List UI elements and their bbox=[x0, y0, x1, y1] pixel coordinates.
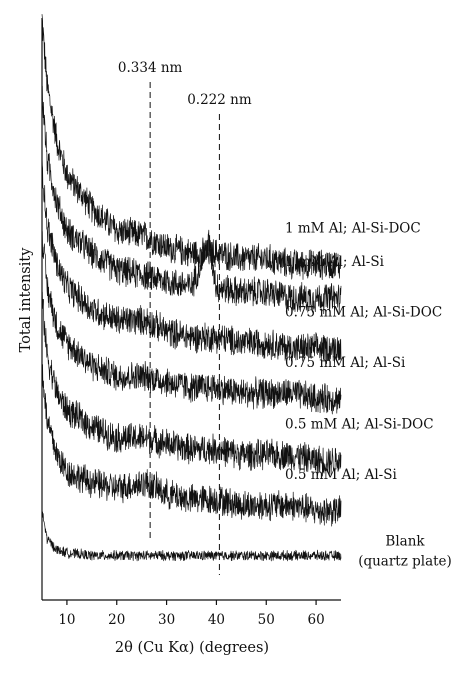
series-trace bbox=[41, 154, 342, 364]
series-traces bbox=[41, 14, 342, 562]
x-tick-label: 40 bbox=[208, 612, 225, 628]
series-label: 1 mM Al; Al-Si-DOC bbox=[285, 220, 421, 236]
x-axis-label: 2θ (Cu Kα) (degrees) bbox=[115, 640, 269, 656]
x-tick-label: 30 bbox=[158, 612, 175, 628]
series-label: 0.75 mM Al; Al-Si bbox=[285, 355, 406, 371]
y-axis-label: Total intensity bbox=[18, 247, 34, 353]
series-trace bbox=[41, 291, 342, 477]
reference-lines: 0.334 nm0.222 nm bbox=[118, 60, 252, 575]
series-label: (quartz plate) bbox=[358, 554, 452, 570]
x-tick-label: 60 bbox=[307, 612, 324, 628]
peak-label: 0.334 nm bbox=[118, 60, 183, 76]
series-labels: 1 mM Al; Al-Si-DOC 1 mM Al; Al-Si 0.75 mM … bbox=[285, 220, 452, 569]
series-label: Blank bbox=[385, 534, 425, 550]
x-tick-label: 10 bbox=[58, 612, 75, 628]
series-label: 1 mM Al; Al-Si bbox=[285, 254, 385, 270]
peak-label: 0.222 nm bbox=[187, 92, 252, 108]
series-trace bbox=[41, 511, 342, 562]
series-trace bbox=[41, 14, 342, 280]
series-label: 0.5 mM Al; Al-Si-DOC bbox=[285, 416, 434, 432]
series-trace bbox=[41, 85, 342, 315]
series-label: 0.75 mM Al; Al-Si-DOC bbox=[285, 304, 442, 320]
series-label: 0.5 mM Al; Al-Si bbox=[285, 467, 397, 483]
x-tick-label: 50 bbox=[258, 612, 275, 628]
x-tick-label: 20 bbox=[108, 612, 125, 628]
series-trace bbox=[41, 364, 342, 527]
axes: 10 20 30 40 50 60 bbox=[41, 18, 341, 628]
series-trace bbox=[41, 231, 342, 415]
